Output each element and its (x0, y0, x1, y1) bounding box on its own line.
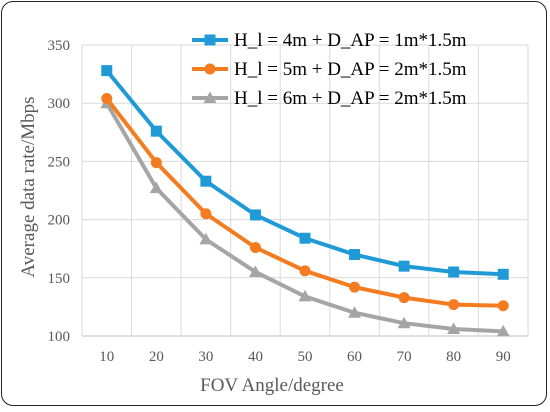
legend: H_l = 4m + D_AP = 1m*1.5m H_l = 5m + D_AP… (192, 30, 467, 109)
data-point (101, 65, 113, 77)
x-tick-label: 40 (248, 349, 263, 365)
y-tick-label: 300 (48, 96, 71, 112)
data-point (398, 260, 410, 272)
axes: 100 150 200 250 300 350 10 20 30 40 50 60 70 80 90 (48, 38, 511, 365)
data-point (398, 292, 410, 304)
data-point (248, 265, 262, 277)
data-point (150, 125, 162, 137)
data-point (397, 316, 411, 329)
data-point (299, 265, 311, 277)
data-point (349, 249, 361, 261)
legend-label: H_l = 4m + D_AP = 1m*1.5m (234, 30, 467, 51)
data-point (150, 157, 162, 169)
data-point (299, 232, 311, 244)
data-point (298, 289, 312, 302)
data-point (101, 93, 113, 105)
data-point (249, 209, 261, 221)
y-tick-label: 150 (48, 271, 71, 287)
x-tick-label: 70 (397, 349, 412, 365)
y-axis-title: Average data rate/Mbps (18, 96, 39, 277)
legend-marker (204, 63, 216, 75)
x-tick-label: 10 (99, 349, 114, 365)
y-tick-label: 350 (48, 38, 71, 54)
data-point (497, 300, 509, 312)
data-point (200, 208, 212, 220)
y-tick-label: 250 (48, 154, 71, 170)
legend-entry: H_l = 4m + D_AP = 1m*1.5m (192, 30, 467, 51)
x-tick-label: 60 (347, 349, 362, 365)
x-axis-title: FOV Angle/degree (200, 375, 344, 396)
data-point (447, 322, 461, 335)
data-point (448, 266, 460, 278)
x-tick-label: 30 (198, 349, 213, 365)
series-square (101, 65, 509, 280)
series-triangle (100, 96, 510, 337)
legend-entry: H_l = 6m + D_AP = 2m*1.5m (192, 88, 467, 109)
data-point (496, 324, 510, 337)
data-point (497, 268, 509, 280)
x-tick-label: 50 (298, 349, 313, 365)
x-tick-label: 90 (496, 349, 511, 365)
data-point (349, 281, 361, 293)
line-chart: 100 150 200 250 300 350 10 20 30 40 50 60 70 80 90 H_l… (18, 30, 529, 396)
data-point (348, 306, 362, 318)
legend-entry: H_l = 5m + D_AP = 2m*1.5m (192, 59, 467, 80)
legend-label: H_l = 6m + D_AP = 2m*1.5m (234, 88, 467, 109)
legend-marker (204, 34, 216, 46)
legend-label: H_l = 5m + D_AP = 2m*1.5m (234, 59, 467, 80)
y-tick-label: 200 (48, 213, 71, 229)
series-circle (101, 93, 509, 312)
chart-frame: 100 150 200 250 300 350 10 20 30 40 50 60 70 80 90 H_l… (1, 1, 547, 406)
data-point (249, 242, 261, 254)
gridlines (81, 44, 529, 337)
data-point (149, 181, 163, 194)
x-tick-label: 80 (446, 349, 461, 365)
data-point (199, 232, 213, 245)
data-point (200, 175, 212, 187)
data-point (448, 299, 460, 311)
series-lines (100, 65, 510, 337)
legend-marker (203, 91, 217, 103)
x-tick-label: 20 (149, 349, 164, 365)
y-tick-label: 100 (48, 329, 71, 345)
